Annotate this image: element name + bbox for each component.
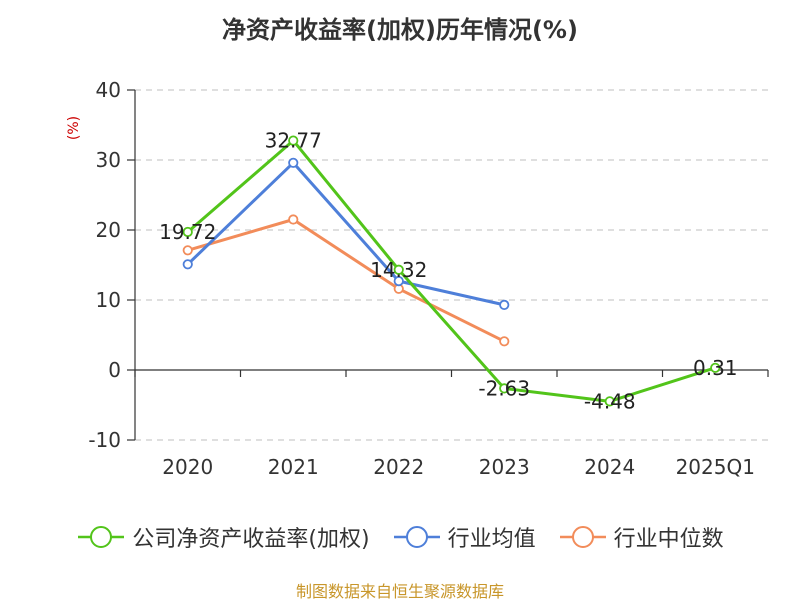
chart-legend: 公司净资产收益率(加权) 行业均值 行业中位数	[0, 521, 800, 553]
data-point	[288, 135, 299, 146]
legend-label: 公司净资产收益率(加权)	[132, 527, 370, 552]
x-tick-label: 2021	[268, 455, 319, 479]
data-point	[182, 245, 193, 256]
data-label: 0.31	[693, 356, 738, 380]
y-unit-label: (%)	[66, 116, 82, 140]
legend-item[interactable]: 行业中位数	[558, 521, 724, 553]
legend-item[interactable]: 行业均值	[392, 521, 536, 553]
y-tick-label: 40	[96, 78, 121, 102]
data-label: 32.77	[265, 129, 322, 153]
legend-marker	[559, 526, 606, 548]
data-point	[182, 226, 193, 238]
data-label: -4.48	[584, 389, 636, 413]
data-point	[182, 259, 193, 270]
axes: -10 0 10 20 30 40 2020 2021 2022 2023 2024 2025Q1 (%…	[66, 78, 769, 479]
series-line	[186, 139, 716, 403]
y-tick-label: 10	[96, 288, 121, 312]
data-point	[393, 275, 404, 287]
data-label: 14.32	[370, 258, 427, 282]
series-lines	[182, 135, 721, 407]
series-line	[187, 218, 505, 343]
x-tick-label: 2020	[162, 455, 213, 479]
legend-circle	[405, 526, 428, 548]
data-point	[499, 336, 510, 347]
legend-label: 行业均值	[447, 527, 536, 552]
x-tick-label: 2022	[373, 455, 424, 479]
legend-marker	[78, 526, 125, 548]
chart-title: 净资产收益率(加权)历年情况(%)	[222, 16, 578, 44]
series-line	[186, 161, 505, 307]
y-tick-label: 20	[96, 218, 121, 242]
x-tick-label: 2023	[479, 455, 530, 479]
data-point	[393, 264, 404, 275]
data-point	[604, 396, 615, 407]
y-tick-label: -10	[88, 428, 121, 452]
legend-circle	[90, 526, 113, 548]
source-note: 制图数据来自恒生聚源数据库	[295, 582, 504, 601]
data-point	[288, 157, 299, 168]
y-tick-label: 0	[108, 358, 121, 382]
legend-circle	[571, 526, 594, 548]
legend-marker	[393, 526, 440, 548]
data-point	[499, 383, 510, 394]
grid-lines	[135, 89, 768, 441]
data-point	[499, 299, 510, 310]
data-labels: 19.72 32.77 14.32 -2.63 -4.48 0.31	[159, 129, 737, 414]
data-label: -2.63	[478, 376, 530, 400]
legend-item[interactable]: 公司净资产收益率(加权)	[76, 521, 370, 553]
x-tick-label: 2025Q1	[676, 455, 755, 479]
data-point	[288, 214, 299, 225]
data-label: 19.72	[159, 220, 216, 244]
y-tick-label: 30	[96, 148, 121, 172]
data-point	[710, 362, 721, 373]
x-tick-label: 2024	[584, 455, 635, 479]
legend-label: 行业中位数	[613, 527, 724, 552]
